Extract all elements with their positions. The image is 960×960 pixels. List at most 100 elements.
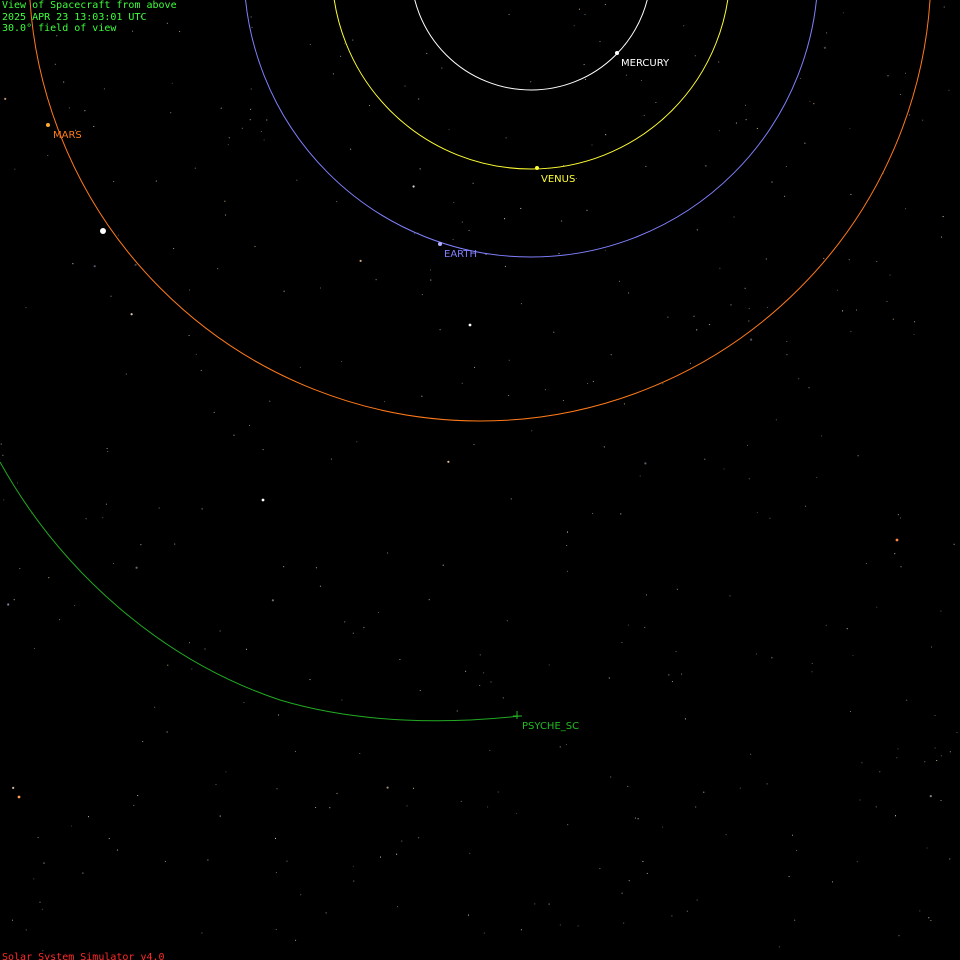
star [798,378,800,380]
unlabeled-body-marker[interactable] [100,228,106,234]
star [483,932,485,934]
star [956,731,958,734]
star [610,776,612,778]
star [686,910,688,912]
star [406,805,408,807]
mercury-label: MERCURY [621,58,670,69]
star [379,856,382,858]
star [132,30,134,32]
star [675,651,677,653]
star [718,130,721,132]
star [479,684,481,686]
star [352,39,354,41]
star [414,233,416,235]
star [708,324,710,326]
psyche-marker[interactable] [513,711,522,719]
mars-orbit [29,0,931,422]
star [942,216,944,218]
star [671,915,673,917]
star [319,585,321,587]
star [684,718,686,720]
star [816,476,818,478]
star [928,917,930,919]
app-version-label: Solar System Simulator v4.0 [2,952,165,960]
star [640,79,642,82]
star [693,315,695,317]
star [744,104,747,106]
star [786,340,788,343]
star [2,454,4,456]
mars-marker[interactable] [46,123,50,127]
star [173,248,175,250]
star [353,880,355,882]
star [71,825,73,827]
earth-marker[interactable] [438,242,442,246]
venus-orbit [333,0,729,170]
star [940,610,942,612]
star [63,81,65,83]
star [271,599,274,602]
star [224,214,227,216]
star [895,538,899,542]
star [808,387,810,389]
star [825,624,827,626]
star [419,168,421,170]
star [766,783,768,785]
star [59,619,61,621]
star [771,181,773,183]
star [439,329,441,331]
star [441,67,443,69]
star [418,98,420,100]
star [696,229,698,231]
star [188,642,191,644]
star [329,807,331,809]
star [33,878,35,880]
star [852,654,854,657]
star [655,101,657,104]
star [642,860,644,862]
star [750,753,752,755]
star [859,799,861,801]
star [689,362,691,364]
star [468,323,472,327]
star [315,806,317,809]
star [487,806,489,808]
venus-marker[interactable] [535,166,539,170]
star [344,621,346,623]
star [534,903,536,905]
star [755,653,757,655]
star [926,847,928,849]
star [584,14,586,16]
star [804,505,807,507]
star [668,674,670,676]
star [823,257,825,259]
star [566,570,569,572]
star [25,307,27,309]
star [508,359,510,361]
star [384,401,386,403]
star [566,545,568,547]
star [940,236,942,238]
star [934,747,936,749]
star [583,64,585,66]
star [746,444,749,446]
star [386,786,389,789]
star [250,16,252,18]
star [909,114,911,116]
star [628,880,630,882]
star [204,648,206,650]
star [110,295,112,297]
star [705,165,707,167]
star [13,599,15,601]
star [599,868,601,870]
star [577,925,579,927]
star [919,910,921,912]
star [894,815,897,817]
star [586,209,588,211]
star [167,664,169,666]
star [134,263,137,266]
star [74,604,76,607]
mercury-marker[interactable] [615,51,619,55]
star [220,107,222,109]
